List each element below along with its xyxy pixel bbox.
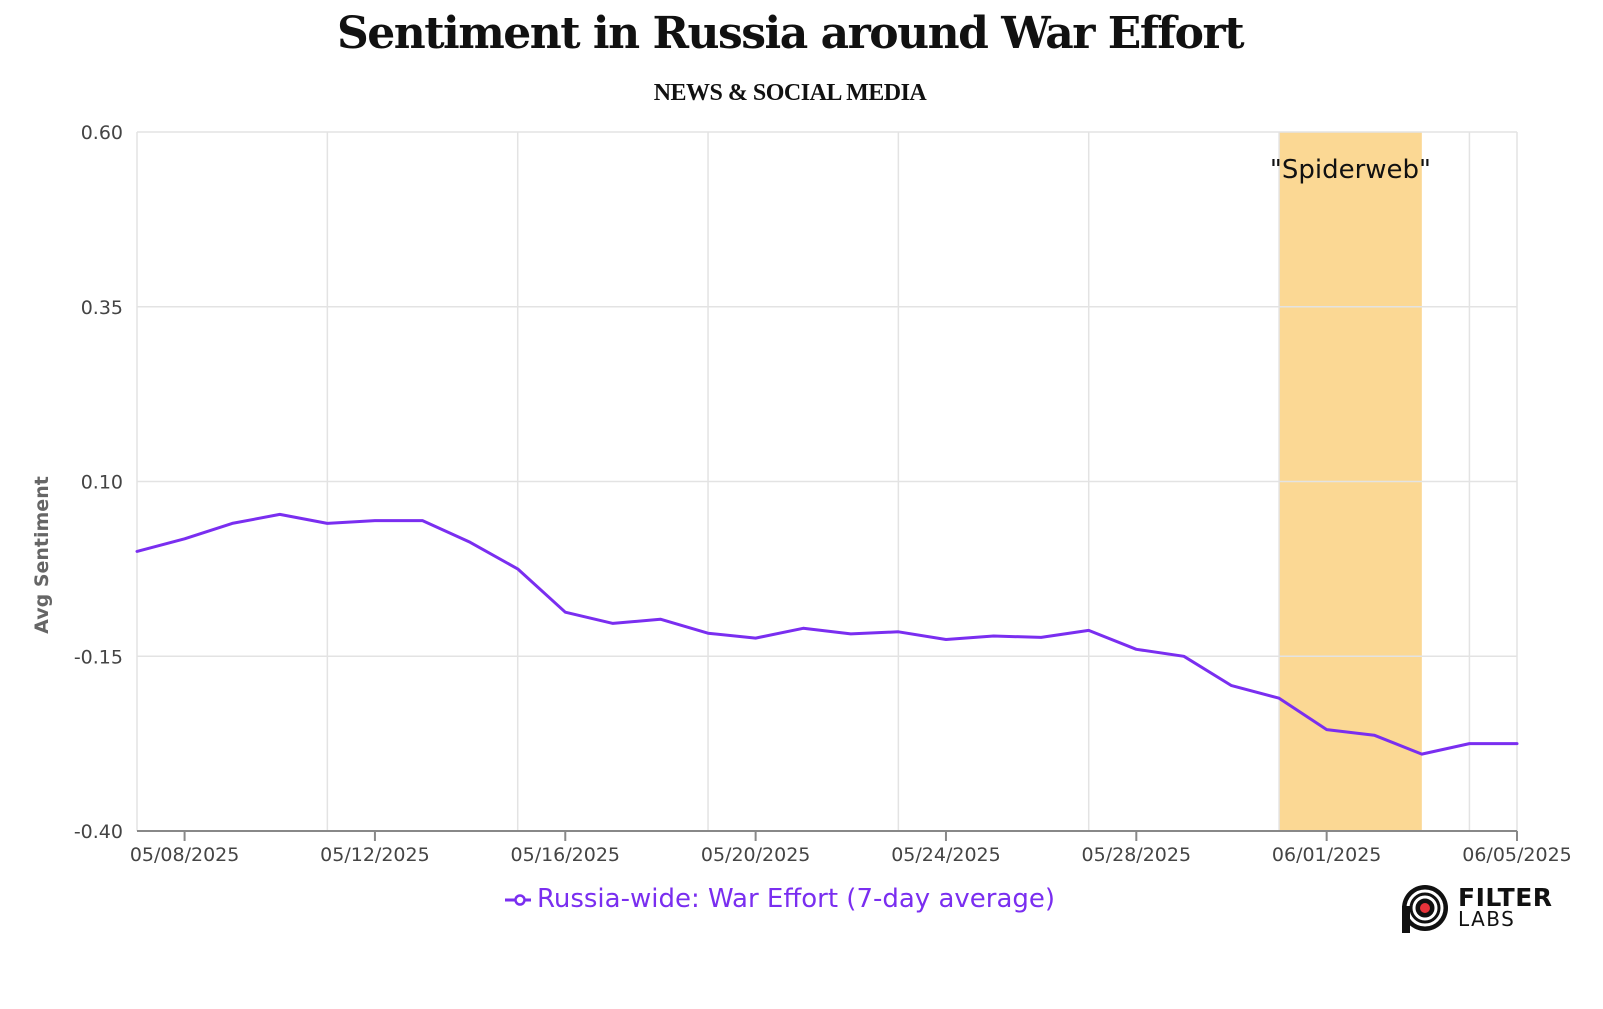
x-tick-label: 05/24/2025 [891,844,1001,866]
grid-layer [136,131,1518,831]
y-tick-label: -0.15 [74,646,123,668]
annotation-label: "Spiderweb" [1270,155,1431,185]
x-tick-label: 06/01/2025 [1272,844,1382,866]
x-tick-label: 05/16/2025 [511,844,621,866]
axis-layer: -0.40 -0.15 0.10 0.35 0.60 05/08/2025 05/12/20… [74,122,1572,866]
chart-title: Sentiment in Russia around War Effort [336,8,1245,59]
legend-label: Russia-wide: War Effort (7-day average) [536,884,1056,914]
logo-word-filter: FILTER [1458,883,1553,912]
legend[interactable]: Russia-wide: War Effort (7-day average) [0,884,1560,914]
chart-subtitle: NEWS & SOCIAL MEDIA [653,80,927,106]
x-tick-label: 05/12/2025 [320,844,430,866]
y-tick-label: 0.35 [81,297,123,319]
x-tick-label: 05/20/2025 [701,844,811,866]
y-axis-label: Avg Sentiment [31,476,53,634]
y-tick-label: 0.60 [81,122,123,144]
logo-word-labs: LABS [1458,907,1516,931]
annotation-layer: "Spiderweb" [1270,155,1431,185]
series-line [135,512,1519,756]
series-layer [135,512,1519,756]
x-tick-label: 06/05/2025 [1462,844,1572,866]
filterlabs-target-icon [1402,885,1448,933]
y-tick-label: 0.10 [81,472,123,494]
legend-line-marker-icon [504,893,531,906]
filterlabs-logo: FILTER LABS [1400,883,1560,933]
line-chart: -0.40 -0.15 0.10 0.35 0.60 05/08/2025 05/12/20… [31,122,1572,866]
y-tick-label: -0.40 [74,821,123,843]
x-tick-label: 05/08/2025 [130,844,240,866]
x-tick-label: 05/28/2025 [1082,844,1192,866]
